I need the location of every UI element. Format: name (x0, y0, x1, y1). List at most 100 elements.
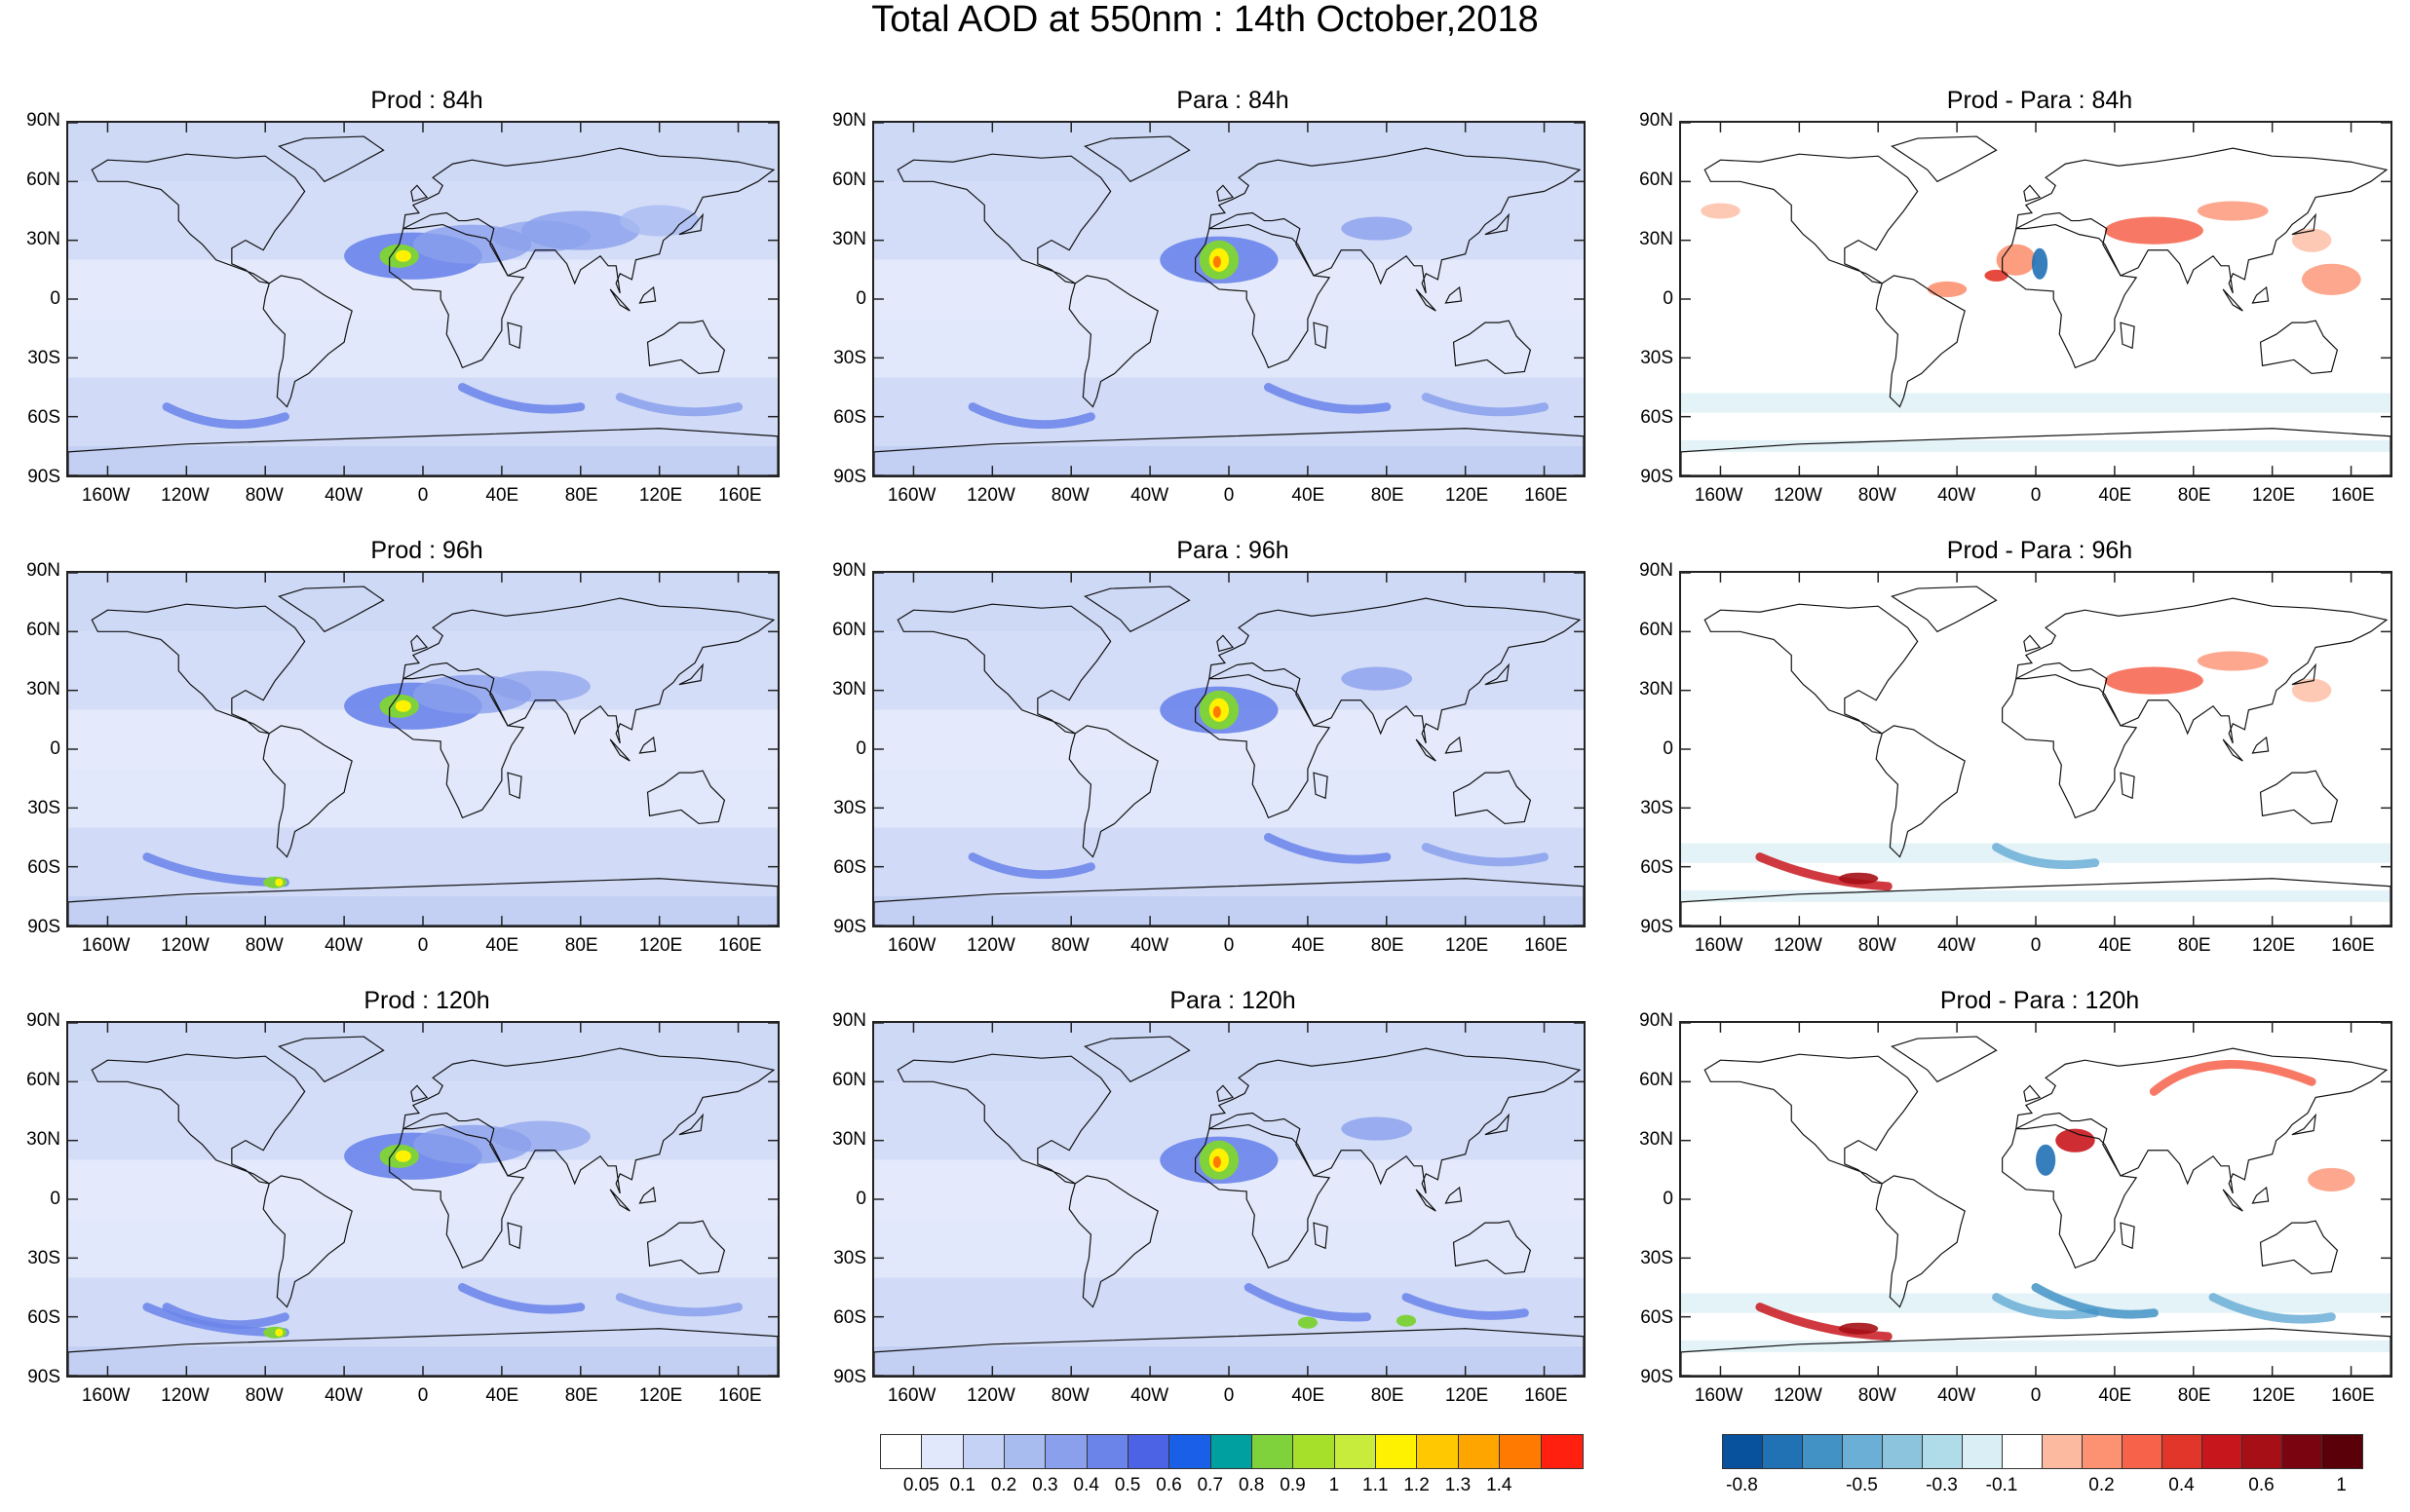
coastline (1195, 1123, 1331, 1269)
lat-tick-label: 90S (833, 917, 866, 937)
panel-title: Prod - Para : 120h (1939, 987, 2140, 1014)
difference-background-band (1681, 439, 2391, 452)
lat-tick-label: 60N (832, 1070, 866, 1090)
field-streak-southern-ocean (968, 402, 1095, 430)
lon-tick-label: 120W (161, 935, 210, 956)
field-streak-patagonia-positive (1992, 843, 2100, 870)
coastline (2002, 223, 2138, 369)
lat-tick-label: 0 (856, 288, 866, 309)
colorbar-label: 0.4 (1073, 1475, 1099, 1495)
lat-tick-label: 90S (1640, 1367, 1673, 1387)
coastline (638, 736, 657, 754)
longitude-axis: 160W 120W 80W 40W 0 40E 80E 120E 160E (872, 929, 1586, 959)
lat-tick-label: 0 (856, 738, 866, 759)
map-frame (1679, 121, 2392, 477)
lon-tick-label: 160E (718, 935, 762, 956)
colorbar-swatch (2322, 1435, 2362, 1468)
colorbar-swatch (2282, 1435, 2322, 1468)
colorbar-swatches (880, 1434, 1584, 1469)
map-frame (66, 1021, 780, 1378)
lat-tick-label: 90N (832, 110, 866, 131)
field-blob-saharan-dust-strong (1212, 705, 1221, 718)
coastline (402, 147, 776, 294)
field-streak-southern-ocean (1263, 833, 1392, 864)
lon-tick-label: 160E (1524, 935, 1568, 956)
colorbar-label: 0.05 (902, 1475, 939, 1495)
panel-title: Prod : 96h (370, 537, 483, 564)
field-blob-patagonia-plume (275, 878, 284, 887)
colorbar-swatch (2242, 1435, 2282, 1468)
field-blob-saharan-dust (491, 1120, 591, 1153)
difference-background-band (1681, 1340, 2391, 1352)
lat-tick-label: 60N (26, 1070, 60, 1090)
field-blob-siberia-positive (2308, 1167, 2355, 1191)
map-canvas (68, 573, 778, 926)
colorbar-swatch (1803, 1435, 1843, 1468)
aod-background-band (874, 319, 1584, 378)
map-panel: Prod : 120h 90N 60N 30N 0 30S 60S 90S 160W 120W 80… (26, 986, 787, 1415)
lat-tick-label: 90N (832, 1010, 866, 1031)
coastline (678, 662, 704, 686)
latitude-axis: 90N 60N 30N 0 30S 60S 90S (808, 1010, 866, 1387)
lon-tick-label: 80W (1051, 935, 1090, 956)
coastline (1452, 1220, 1532, 1275)
coastline (402, 1047, 776, 1194)
lon-tick-label: 40W (1937, 485, 1976, 506)
aod-background-band (68, 827, 778, 896)
lon-tick-label: 120E (1444, 485, 1489, 506)
lon-tick-label: 40W (1130, 935, 1169, 956)
field-blob-saharan-dust-strong (1212, 255, 1221, 268)
map-panel: Prod : 84h 90N 60N 30N 0 30S 60S 90S 160W 120W 80W… (26, 86, 787, 514)
lon-tick-label: 160E (2331, 935, 2375, 956)
field-blob-pacific-positive (2302, 263, 2361, 295)
coastline (2015, 1047, 2389, 1194)
coastline (2015, 147, 2389, 294)
field-blob-southern-ocean-plumes (1297, 1316, 1318, 1329)
field-blob-south-atlantic-negative (2036, 1144, 2056, 1176)
coastline (1891, 1036, 1998, 1083)
panel-title: Para : 96h (1176, 537, 1289, 564)
map-canvas (68, 1023, 778, 1376)
lat-tick-label: 90N (26, 560, 60, 581)
field-blob-saharan-dust-strong (1341, 1116, 1413, 1141)
field-blob-pacific-positive (1701, 203, 1741, 219)
aod-background-band (68, 319, 778, 378)
field-blob-southern-ocean-plumes (1396, 1314, 1417, 1327)
lat-tick-label: 60N (26, 170, 60, 190)
colorbar-swatch (1334, 1435, 1377, 1468)
field-streak-southern-ocean (1421, 843, 1549, 867)
field-streak-south-atlantic-negative (2031, 1283, 2159, 1319)
colorbar-label: -0.8 (1726, 1475, 1758, 1495)
field-streak-patagonia-positive (1992, 1293, 2100, 1320)
coastline (410, 1084, 429, 1103)
lat-tick-label: 60N (1639, 1070, 1673, 1090)
lat-tick-label: 60N (832, 620, 866, 640)
lon-tick-label: 80E (564, 935, 598, 956)
map-canvas (1681, 123, 2391, 475)
lon-tick-label: 160W (887, 1385, 937, 1406)
coastline (1891, 135, 1998, 183)
latitude-axis: 90N 60N 30N 0 30S 60S 90S (1615, 560, 1673, 937)
lon-tick-label: 0 (2030, 1385, 2042, 1406)
lat-tick-label: 60N (1639, 620, 1673, 640)
lon-tick-label: 40W (1130, 485, 1169, 506)
aod-background-band (68, 769, 778, 828)
coastline (2259, 320, 2339, 375)
lon-tick-label: 160W (81, 485, 131, 506)
coastline (389, 673, 525, 819)
latitude-axis: 90N 60N 30N 0 30S 60S 90S (2, 560, 60, 937)
coastline (1208, 1047, 1582, 1194)
coastline (2259, 770, 2339, 825)
lon-tick-label: 160W (1694, 1385, 1743, 1406)
lon-tick-label: 120W (161, 1385, 210, 1406)
coastline (2251, 1186, 2270, 1204)
lat-tick-label: 30S (27, 1248, 60, 1268)
field-streak-south-atlantic-negative (2208, 1293, 2336, 1324)
coastline (1313, 1222, 1328, 1250)
lon-tick-label: 80E (564, 485, 598, 506)
lat-tick-label: 30N (26, 679, 60, 699)
map-canvas (68, 123, 778, 475)
lon-tick-label: 80E (2177, 935, 2211, 956)
panel-title: Para : 84h (1176, 87, 1289, 114)
colorbar-swatch (1417, 1435, 1459, 1468)
